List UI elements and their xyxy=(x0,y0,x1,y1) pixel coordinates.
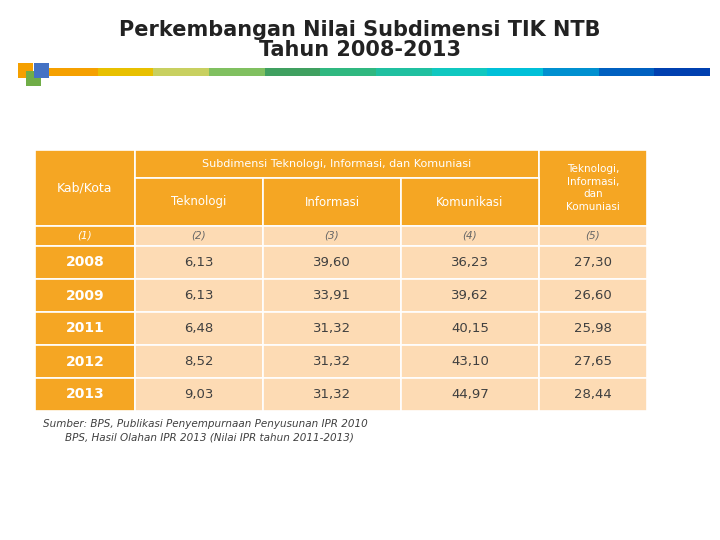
Bar xyxy=(376,68,432,76)
Bar xyxy=(539,226,647,246)
Bar xyxy=(539,279,647,312)
Bar xyxy=(320,68,377,76)
Text: Kab/Kota: Kab/Kota xyxy=(58,181,113,194)
Bar xyxy=(135,226,263,246)
Bar xyxy=(35,378,135,411)
Bar xyxy=(35,345,135,378)
Text: 40,15: 40,15 xyxy=(451,322,489,335)
Text: Subdimensi Teknologi, Informasi, dan Komuniasi: Subdimensi Teknologi, Informasi, dan Kom… xyxy=(202,159,472,169)
Text: Teknologi,
Informasi,
dan
Komuniasi: Teknologi, Informasi, dan Komuniasi xyxy=(566,164,620,212)
Bar xyxy=(18,63,33,78)
Text: 39,62: 39,62 xyxy=(451,289,489,302)
Bar xyxy=(598,68,654,76)
Bar xyxy=(135,312,263,345)
Text: Teknologi: Teknologi xyxy=(171,195,227,208)
Bar xyxy=(263,279,401,312)
Bar xyxy=(263,312,401,345)
Text: Perkembangan Nilai Subdimensi TIK NTB: Perkembangan Nilai Subdimensi TIK NTB xyxy=(120,20,600,40)
Text: 27,30: 27,30 xyxy=(574,256,612,269)
Bar xyxy=(539,378,647,411)
Text: 31,32: 31,32 xyxy=(313,388,351,401)
Text: 27,65: 27,65 xyxy=(574,355,612,368)
Text: 39,60: 39,60 xyxy=(313,256,351,269)
Text: 25,98: 25,98 xyxy=(574,322,612,335)
Text: 2008: 2008 xyxy=(66,255,104,269)
Text: Sumber: BPS, Publikasi Penyempurnaan Penyusunan IPR 2010: Sumber: BPS, Publikasi Penyempurnaan Pen… xyxy=(43,419,368,429)
Bar xyxy=(26,71,41,86)
Text: 2013: 2013 xyxy=(66,388,104,402)
Bar xyxy=(487,68,544,76)
Bar xyxy=(135,378,263,411)
Bar xyxy=(401,178,539,226)
Text: (4): (4) xyxy=(463,231,477,241)
Text: 6,48: 6,48 xyxy=(184,322,214,335)
Bar xyxy=(401,378,539,411)
Bar xyxy=(263,378,401,411)
Bar xyxy=(401,246,539,279)
Bar xyxy=(654,68,711,76)
Bar xyxy=(401,226,539,246)
Text: Informasi: Informasi xyxy=(305,195,359,208)
Bar xyxy=(401,279,539,312)
Text: Tahun 2008-2013: Tahun 2008-2013 xyxy=(259,40,461,60)
Text: (1): (1) xyxy=(78,231,92,241)
Text: 9,03: 9,03 xyxy=(184,388,214,401)
Bar xyxy=(35,279,135,312)
Bar xyxy=(401,345,539,378)
Text: (2): (2) xyxy=(192,231,207,241)
Text: 33,91: 33,91 xyxy=(313,289,351,302)
Bar xyxy=(35,312,135,345)
Bar xyxy=(539,312,647,345)
Bar xyxy=(265,68,321,76)
Text: 6,13: 6,13 xyxy=(184,289,214,302)
Text: 31,32: 31,32 xyxy=(313,322,351,335)
Text: BPS, Hasil Olahan IPR 2013 (Nilai IPR tahun 2011-2013): BPS, Hasil Olahan IPR 2013 (Nilai IPR ta… xyxy=(65,432,354,442)
Bar xyxy=(135,178,263,226)
Bar xyxy=(135,279,263,312)
Bar xyxy=(432,68,488,76)
Bar xyxy=(539,150,647,226)
Bar xyxy=(263,226,401,246)
Bar xyxy=(401,312,539,345)
Text: 31,32: 31,32 xyxy=(313,355,351,368)
Text: 43,10: 43,10 xyxy=(451,355,489,368)
Bar xyxy=(35,246,135,279)
Bar xyxy=(35,150,135,226)
Bar xyxy=(135,345,263,378)
Bar xyxy=(263,345,401,378)
Text: 6,13: 6,13 xyxy=(184,256,214,269)
Text: Komunikasi: Komunikasi xyxy=(436,195,504,208)
Text: 2009: 2009 xyxy=(66,288,104,302)
Bar xyxy=(34,63,49,78)
Text: 44,97: 44,97 xyxy=(451,388,489,401)
Text: 28,44: 28,44 xyxy=(574,388,612,401)
Bar xyxy=(98,68,154,76)
Bar xyxy=(543,68,599,76)
Bar xyxy=(539,345,647,378)
Bar xyxy=(153,68,210,76)
Bar xyxy=(263,246,401,279)
Text: 26,60: 26,60 xyxy=(574,289,612,302)
Text: 2011: 2011 xyxy=(66,321,104,335)
Text: 2012: 2012 xyxy=(66,354,104,368)
Bar xyxy=(539,246,647,279)
Bar xyxy=(42,68,98,76)
Text: (3): (3) xyxy=(325,231,339,241)
Text: 36,23: 36,23 xyxy=(451,256,489,269)
Text: (5): (5) xyxy=(585,231,600,241)
Bar xyxy=(209,68,265,76)
Bar xyxy=(35,226,135,246)
Bar xyxy=(135,150,539,178)
Bar xyxy=(263,178,401,226)
Text: 8,52: 8,52 xyxy=(184,355,214,368)
Bar xyxy=(135,246,263,279)
